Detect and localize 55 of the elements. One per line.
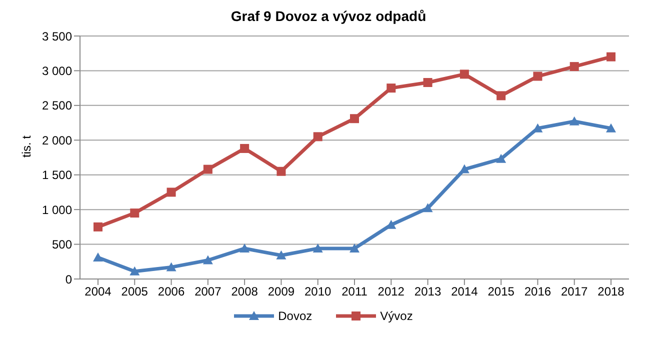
y-tick-label: 1 000 bbox=[42, 202, 72, 217]
x-tick-label: 2013 bbox=[414, 284, 442, 299]
point bbox=[386, 84, 396, 93]
point bbox=[606, 52, 616, 62]
point bbox=[130, 266, 140, 276]
x-tick-label: 2006 bbox=[158, 284, 185, 299]
point bbox=[166, 188, 176, 197]
point bbox=[166, 262, 176, 272]
x-tick-label: 2017 bbox=[561, 284, 588, 299]
point bbox=[423, 78, 432, 88]
point bbox=[496, 154, 506, 163]
x-tick-label: 2016 bbox=[524, 284, 552, 299]
point bbox=[276, 250, 286, 260]
legend-label: Dovoz bbox=[278, 309, 312, 323]
x-tick-label: 2012 bbox=[378, 284, 405, 299]
y-tick-label: 0 bbox=[65, 272, 72, 286]
x-tick-label: 2009 bbox=[268, 284, 295, 299]
point bbox=[313, 132, 322, 142]
point bbox=[240, 144, 250, 153]
y-axis-title: tis. t bbox=[19, 134, 34, 158]
point bbox=[459, 164, 470, 174]
y-tick-label: 1 500 bbox=[42, 168, 72, 182]
y-tick-label: 2 000 bbox=[42, 133, 72, 148]
x-tick-label: 2007 bbox=[194, 284, 222, 299]
point bbox=[203, 164, 212, 174]
point bbox=[312, 243, 323, 252]
point bbox=[606, 123, 616, 132]
point bbox=[350, 114, 359, 124]
y-tick-label: 3 500 bbox=[42, 29, 72, 44]
y-tick-label: 3 000 bbox=[42, 64, 72, 78]
legend-label: Vývoz bbox=[380, 309, 413, 323]
y-tick-label: 2 500 bbox=[42, 98, 72, 113]
point bbox=[276, 166, 286, 176]
point bbox=[569, 116, 580, 126]
x-tick-label: 2015 bbox=[488, 284, 515, 299]
point bbox=[496, 91, 506, 100]
point bbox=[240, 243, 250, 252]
x-tick-label: 2008 bbox=[231, 284, 258, 299]
point bbox=[93, 252, 103, 262]
point bbox=[130, 208, 140, 218]
x-tick-label: 2018 bbox=[598, 284, 625, 299]
x-tick-label: 2004 bbox=[84, 284, 112, 299]
x-tick-label: 2011 bbox=[342, 284, 368, 299]
point bbox=[350, 243, 360, 252]
point bbox=[460, 70, 469, 79]
x-tick-label: 2005 bbox=[121, 284, 148, 299]
point bbox=[422, 203, 433, 212]
y-tick-label: 500 bbox=[52, 238, 72, 252]
point bbox=[94, 222, 102, 232]
point bbox=[202, 255, 213, 264]
x-tick-label: 2014 bbox=[451, 284, 478, 299]
chart-title: Graf 9 Dovoz a vývoz odpadů bbox=[230, 8, 428, 26]
point bbox=[533, 72, 542, 81]
x-tick-label: 2010 bbox=[304, 284, 332, 299]
point bbox=[570, 62, 579, 72]
